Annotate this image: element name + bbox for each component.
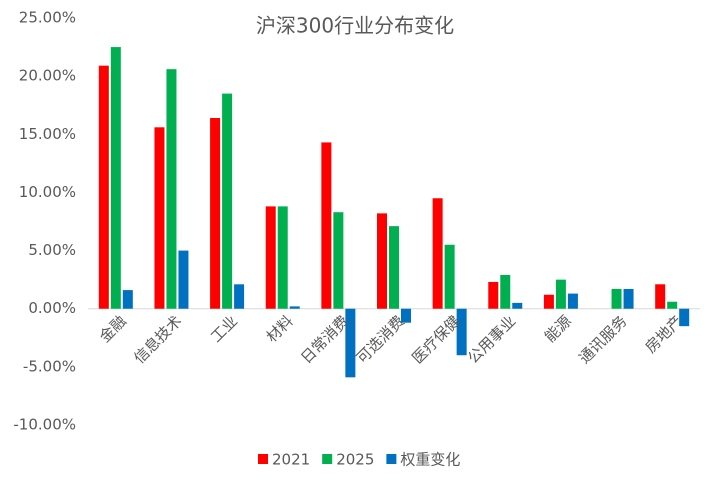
bar (210, 118, 221, 309)
bar (122, 290, 133, 309)
bar (488, 281, 499, 309)
bar (432, 198, 443, 309)
bar (98, 65, 109, 309)
bar (456, 308, 467, 356)
x-tick-label: 金融 (96, 312, 130, 346)
bar (567, 293, 578, 309)
bar (655, 284, 666, 309)
bar (401, 308, 411, 323)
bar (611, 288, 622, 309)
bar (345, 308, 356, 378)
y-tick-label: 0.00% (28, 299, 76, 317)
bar (444, 244, 455, 309)
y-tick-label: 5.00% (28, 241, 76, 259)
bar (333, 212, 344, 309)
bar (321, 142, 332, 309)
bar (543, 294, 554, 309)
bar (679, 308, 690, 327)
x-tick-label: 医疗保健 (408, 312, 463, 367)
y-tick-label: 15.00% (19, 125, 76, 143)
x-tick-label: 材料 (263, 312, 297, 346)
bar (555, 279, 566, 309)
bar (623, 288, 634, 309)
legend-label: 2025 (336, 451, 374, 469)
x-tick-label: 日常消费 (297, 312, 352, 367)
y-tick-label: 25.00% (19, 9, 76, 27)
bar (277, 206, 288, 309)
legend-swatch (386, 454, 397, 464)
bar (667, 301, 678, 309)
x-tick-label: 可选消费 (353, 312, 408, 367)
legend-label: 权重变化 (400, 451, 460, 469)
legend-swatch (322, 454, 333, 464)
bar (154, 127, 165, 309)
bar (222, 93, 233, 309)
bar (512, 302, 523, 309)
y-tick-label: 10.00% (19, 183, 76, 201)
bar (500, 274, 511, 309)
x-tick-label: 信息技术 (130, 312, 185, 367)
legend-swatch (258, 454, 268, 464)
bar (234, 284, 245, 309)
y-tick-label: 20.00% (19, 67, 76, 85)
y-tick-label: -10.00% (13, 416, 76, 434)
bar (389, 226, 399, 309)
x-tick-label: 工业 (207, 312, 241, 346)
legend-label: 2021 (272, 451, 310, 469)
bar (178, 250, 189, 309)
bar (166, 69, 177, 309)
bar (265, 206, 276, 309)
y-tick-label: -5.00% (23, 357, 76, 375)
x-tick-label: 能源 (541, 312, 575, 346)
x-tick-label: 房地产 (642, 312, 687, 357)
chart-title: 沪深300行业分布变化 (256, 14, 454, 38)
bar (110, 47, 121, 309)
bar (289, 306, 300, 309)
x-tick-label: 通讯服务 (575, 312, 630, 367)
bar (377, 213, 387, 309)
x-tick-label: 公用事业 (464, 312, 519, 367)
